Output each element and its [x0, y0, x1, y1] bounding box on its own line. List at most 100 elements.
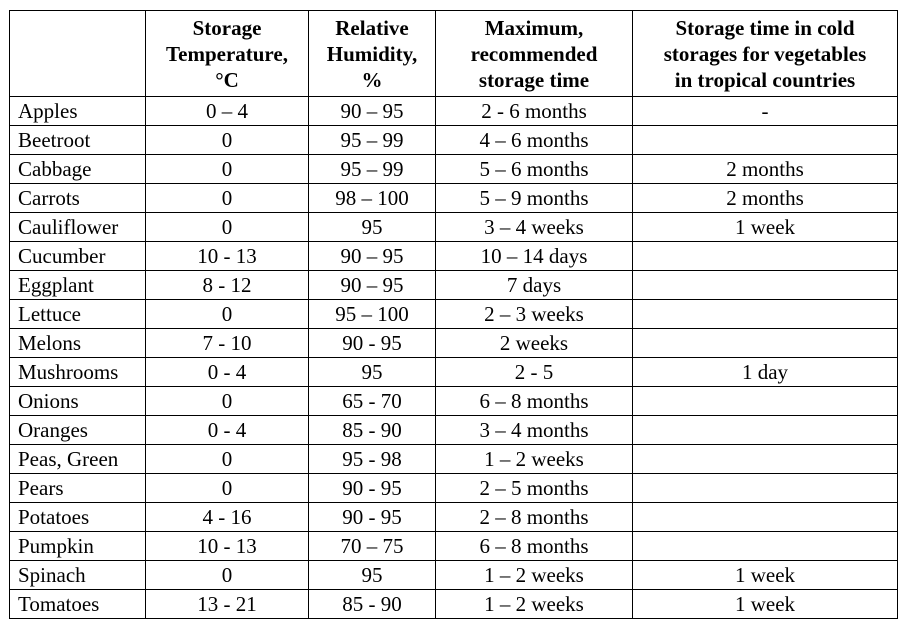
- cell-temperature: 10 - 13: [145, 531, 309, 561]
- header-line: recommended: [470, 41, 598, 66]
- cell-humidity: 95 – 100: [308, 299, 436, 329]
- cell-max-storage-time: 2 – 5 months: [435, 473, 633, 503]
- header-line: Temperature,: [166, 41, 288, 66]
- cell-tropical-storage-time: [632, 415, 898, 445]
- cell-product: Lettuce: [9, 299, 146, 329]
- header-line: in tropical countries: [674, 67, 856, 92]
- table-header: Storage Temperature, °C Relative Humidit…: [9, 10, 898, 97]
- table-row: Pears 0 90 - 95 2 – 5 months: [9, 473, 898, 503]
- cell-tropical-storage-time: -: [632, 96, 898, 126]
- cell-humidity: 95: [308, 560, 436, 590]
- header-line: storage time: [478, 67, 590, 92]
- cell-tropical-storage-time: 2 months: [632, 154, 898, 184]
- cell-max-storage-time: 2 – 8 months: [435, 502, 633, 532]
- cell-product: Pumpkin: [9, 531, 146, 561]
- cell-temperature: 0: [145, 299, 309, 329]
- cell-temperature: 0: [145, 212, 309, 242]
- cell-max-storage-time: 3 – 4 months: [435, 415, 633, 445]
- header-relative-humidity: Relative Humidity, %: [308, 10, 436, 97]
- cell-temperature: 0: [145, 154, 309, 184]
- table-row: Tomatoes 13 - 21 85 - 90 1 – 2 weeks 1 week: [9, 589, 898, 619]
- header-product: [9, 10, 146, 97]
- cell-tropical-storage-time: [632, 328, 898, 358]
- cell-product: Peas, Green: [9, 444, 146, 474]
- header-line: %: [361, 67, 383, 92]
- cell-humidity: 90 - 95: [308, 502, 436, 532]
- cell-tropical-storage-time: [632, 386, 898, 416]
- cell-max-storage-time: 5 – 9 months: [435, 183, 633, 213]
- table-row: Cucumber 10 - 13 90 – 95 10 – 14 days: [9, 241, 898, 271]
- cell-temperature: 0 - 4: [145, 357, 309, 387]
- cell-tropical-storage-time: 1 day: [632, 357, 898, 387]
- cell-product: Cauliflower: [9, 212, 146, 242]
- cell-product: Mushrooms: [9, 357, 146, 387]
- table-row: Carrots 0 98 – 100 5 – 9 months 2 months: [9, 183, 898, 213]
- cell-temperature: 0: [145, 183, 309, 213]
- cell-tropical-storage-time: 2 months: [632, 183, 898, 213]
- cell-humidity: 90 - 95: [308, 328, 436, 358]
- header-max-storage-time: Maximum, recommended storage time: [435, 10, 633, 97]
- cell-humidity: 95: [308, 212, 436, 242]
- cell-temperature: 0: [145, 386, 309, 416]
- cell-humidity: 95: [308, 357, 436, 387]
- cell-temperature: 0: [145, 473, 309, 503]
- cell-temperature: 0: [145, 560, 309, 590]
- cell-tropical-storage-time: [632, 502, 898, 532]
- cell-humidity: 95 – 99: [308, 154, 436, 184]
- cell-product: Spinach: [9, 560, 146, 590]
- header-row: Storage Temperature, °C Relative Humidit…: [9, 10, 898, 97]
- cell-product: Eggplant: [9, 270, 146, 300]
- table-row: Cauliflower 0 95 3 – 4 weeks 1 week: [9, 212, 898, 242]
- cell-tropical-storage-time: [632, 473, 898, 503]
- cell-temperature: 7 - 10: [145, 328, 309, 358]
- header-line: °C: [215, 67, 239, 92]
- cell-humidity: 90 - 95: [308, 473, 436, 503]
- cell-max-storage-time: 6 – 8 months: [435, 531, 633, 561]
- cell-humidity: 90 – 95: [308, 270, 436, 300]
- cell-temperature: 0 – 4: [145, 96, 309, 126]
- cell-max-storage-time: 10 – 14 days: [435, 241, 633, 271]
- table-row: Lettuce 0 95 – 100 2 – 3 weeks: [9, 299, 898, 329]
- cell-product: Cucumber: [9, 241, 146, 271]
- cell-max-storage-time: 6 – 8 months: [435, 386, 633, 416]
- cell-tropical-storage-time: [632, 444, 898, 474]
- cell-humidity: 85 - 90: [308, 589, 436, 619]
- cell-max-storage-time: 2 - 5: [435, 357, 633, 387]
- cell-max-storage-time: 5 – 6 months: [435, 154, 633, 184]
- cell-temperature: 0 - 4: [145, 415, 309, 445]
- cell-tropical-storage-time: 1 week: [632, 589, 898, 619]
- cell-max-storage-time: 2 weeks: [435, 328, 633, 358]
- header-cold-storage-tropical: Storage time in cold storages for vegeta…: [632, 10, 898, 97]
- header-line: Relative: [335, 15, 409, 40]
- cell-max-storage-time: 1 – 2 weeks: [435, 444, 633, 474]
- cell-product: Tomatoes: [9, 589, 146, 619]
- cell-humidity: 95 - 98: [308, 444, 436, 474]
- cell-tropical-storage-time: [632, 270, 898, 300]
- table-body: Apples 0 – 4 90 – 95 2 - 6 months - Beetroot 0…: [9, 96, 898, 619]
- table-row: Apples 0 – 4 90 – 95 2 - 6 months -: [9, 96, 898, 126]
- header-storage-temperature: Storage Temperature, °C: [145, 10, 309, 97]
- header-line: Humidity,: [326, 41, 418, 66]
- cell-product: Pears: [9, 473, 146, 503]
- cell-max-storage-time: 2 – 3 weeks: [435, 299, 633, 329]
- cell-temperature: 4 - 16: [145, 502, 309, 532]
- cell-temperature: 0: [145, 444, 309, 474]
- cell-humidity: 65 - 70: [308, 386, 436, 416]
- table-row: Eggplant 8 - 12 90 – 95 7 days: [9, 270, 898, 300]
- cell-humidity: 90 – 95: [308, 241, 436, 271]
- cell-product: Carrots: [9, 183, 146, 213]
- cell-product: Apples: [9, 96, 146, 126]
- storage-conditions-table: Storage Temperature, °C Relative Humidit…: [9, 10, 898, 619]
- storage-table-container: Storage Temperature, °C Relative Humidit…: [9, 10, 898, 619]
- cell-tropical-storage-time: [632, 299, 898, 329]
- cell-temperature: 0: [145, 125, 309, 155]
- cell-product: Potatoes: [9, 502, 146, 532]
- table-row: Melons 7 - 10 90 - 95 2 weeks: [9, 328, 898, 358]
- cell-max-storage-time: 1 – 2 weeks: [435, 560, 633, 590]
- table-row: Potatoes 4 - 16 90 - 95 2 – 8 months: [9, 502, 898, 532]
- cell-max-storage-time: 2 - 6 months: [435, 96, 633, 126]
- cell-tropical-storage-time: 1 week: [632, 560, 898, 590]
- cell-temperature: 13 - 21: [145, 589, 309, 619]
- table-row: Oranges 0 - 4 85 - 90 3 – 4 months: [9, 415, 898, 445]
